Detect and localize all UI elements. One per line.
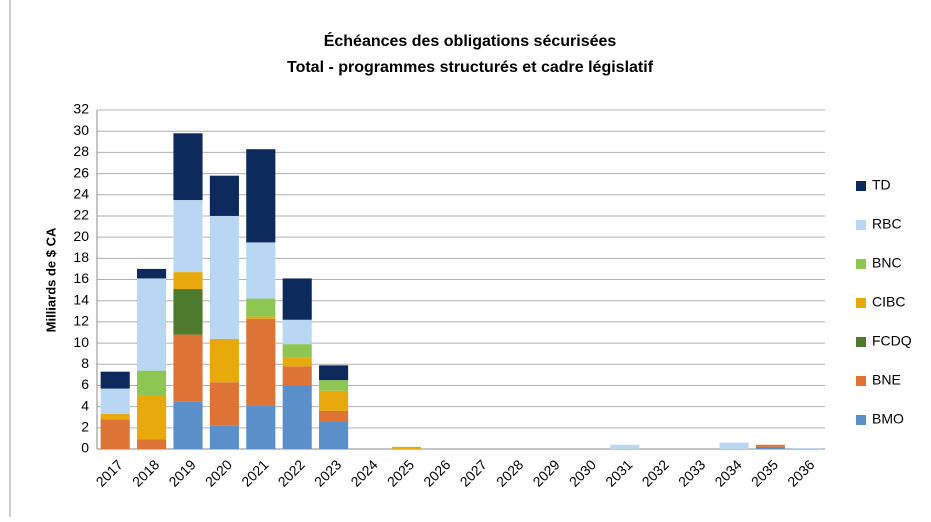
y-tick-label: 8 xyxy=(81,355,89,371)
x-tick-label: 2030 xyxy=(566,456,599,489)
bar-segment xyxy=(282,366,312,386)
legend-label: BNC xyxy=(872,255,902,271)
x-tick-label: 2020 xyxy=(202,456,235,489)
bar-segment xyxy=(100,388,130,415)
x-tick-label: 2028 xyxy=(493,456,526,489)
x-tick-label: 2027 xyxy=(457,456,490,489)
y-tick-label: 12 xyxy=(73,313,89,329)
bar-segment xyxy=(209,338,239,383)
legend-swatch xyxy=(856,220,866,230)
legend-swatch xyxy=(856,337,866,347)
bar-segment xyxy=(173,133,203,201)
x-tick-label: 2023 xyxy=(311,456,344,489)
x-tick-label: 2021 xyxy=(238,456,271,489)
x-tick-label: 2029 xyxy=(529,456,562,489)
x-tick-label: 2024 xyxy=(347,456,380,489)
y-tick-label: 0 xyxy=(81,440,89,456)
x-tick-label: 2035 xyxy=(748,456,781,489)
bar-segment xyxy=(755,446,785,449)
legend-label: RBC xyxy=(872,216,902,232)
x-tick-label: 2018 xyxy=(129,456,162,489)
bar-segment xyxy=(173,334,203,402)
bar-segment xyxy=(173,200,203,273)
x-tick-label: 2034 xyxy=(711,456,744,489)
bar-segment xyxy=(246,318,276,406)
y-tick-label: 10 xyxy=(73,334,89,350)
x-tick-label: 2025 xyxy=(384,456,417,489)
bar-segment xyxy=(137,439,167,449)
legend-swatch xyxy=(856,298,866,308)
bar-segment xyxy=(246,149,276,243)
x-tick-label: 2019 xyxy=(165,456,198,489)
bar-segment xyxy=(137,394,167,440)
x-tick-label: 2031 xyxy=(602,456,635,489)
legend-swatch xyxy=(856,376,866,386)
legend-label: BMO xyxy=(872,411,904,427)
bar-segment xyxy=(319,410,349,422)
y-tick-label: 2 xyxy=(81,419,89,435)
bar-segment xyxy=(319,421,349,449)
legend-label: BNE xyxy=(872,372,901,388)
bar-segment xyxy=(319,380,349,391)
x-tick-label: 2017 xyxy=(93,456,126,489)
bar-segment xyxy=(282,278,312,320)
bar-segment xyxy=(100,419,130,449)
bar-segment xyxy=(282,319,312,345)
bar-segment xyxy=(173,401,203,449)
bar-segment xyxy=(137,268,167,279)
bar-segment xyxy=(246,405,276,449)
bar-segment xyxy=(209,175,239,216)
x-tick-label: 2036 xyxy=(784,456,817,489)
y-tick-label: 18 xyxy=(73,249,89,265)
bar-segment xyxy=(173,289,203,335)
bar-segment xyxy=(100,371,130,389)
legend-label: TD xyxy=(872,177,891,193)
bar-segment xyxy=(282,357,312,367)
bar-segment xyxy=(319,390,349,411)
bar-segment xyxy=(209,425,239,449)
bar-segment xyxy=(137,278,167,371)
y-tick-label: 26 xyxy=(73,164,89,180)
bar-segment xyxy=(246,316,276,319)
legend-swatch xyxy=(856,259,866,269)
legend-swatch xyxy=(856,415,866,425)
legend-label: FCDQ xyxy=(872,333,912,349)
y-tick-label: 20 xyxy=(73,228,89,244)
y-tick-label: 4 xyxy=(81,397,89,413)
bar-segment xyxy=(100,414,130,420)
x-tick-label: 2022 xyxy=(275,456,308,489)
x-tick-label: 2026 xyxy=(420,456,453,489)
y-tick-label: 28 xyxy=(73,143,89,159)
bar-segment xyxy=(209,215,239,339)
bar-segment xyxy=(391,446,421,449)
y-axis-label: Milliards de $ CA xyxy=(43,227,58,332)
y-tick-label: 22 xyxy=(73,207,89,223)
y-tick-label: 30 xyxy=(73,122,89,138)
bar-segment xyxy=(755,444,785,447)
bar-segment xyxy=(173,272,203,290)
bar-segment xyxy=(319,365,349,381)
y-tick-label: 16 xyxy=(73,270,89,286)
bar-segment xyxy=(282,344,312,358)
bar-segment xyxy=(246,298,276,317)
legend-swatch xyxy=(856,181,866,191)
bar-segment xyxy=(209,382,239,426)
bar-segment xyxy=(610,444,640,449)
legend-label: CIBC xyxy=(872,294,905,310)
chart-title: Échéances des obligations sécurisées xyxy=(324,31,617,50)
chart-subtitle: Total - programmes structurés et cadre l… xyxy=(287,59,654,76)
y-tick-label: 6 xyxy=(81,376,89,392)
y-tick-label: 24 xyxy=(73,185,89,201)
x-tick-label: 2033 xyxy=(675,456,708,489)
y-tick-label: 32 xyxy=(73,101,89,117)
bar-segment xyxy=(282,385,312,449)
bar-segment xyxy=(719,442,749,449)
bar-segment xyxy=(246,242,276,299)
bar-segment xyxy=(137,370,167,395)
bar-segment xyxy=(792,447,822,449)
y-tick-label: 14 xyxy=(73,291,89,307)
x-tick-label: 2032 xyxy=(639,456,672,489)
